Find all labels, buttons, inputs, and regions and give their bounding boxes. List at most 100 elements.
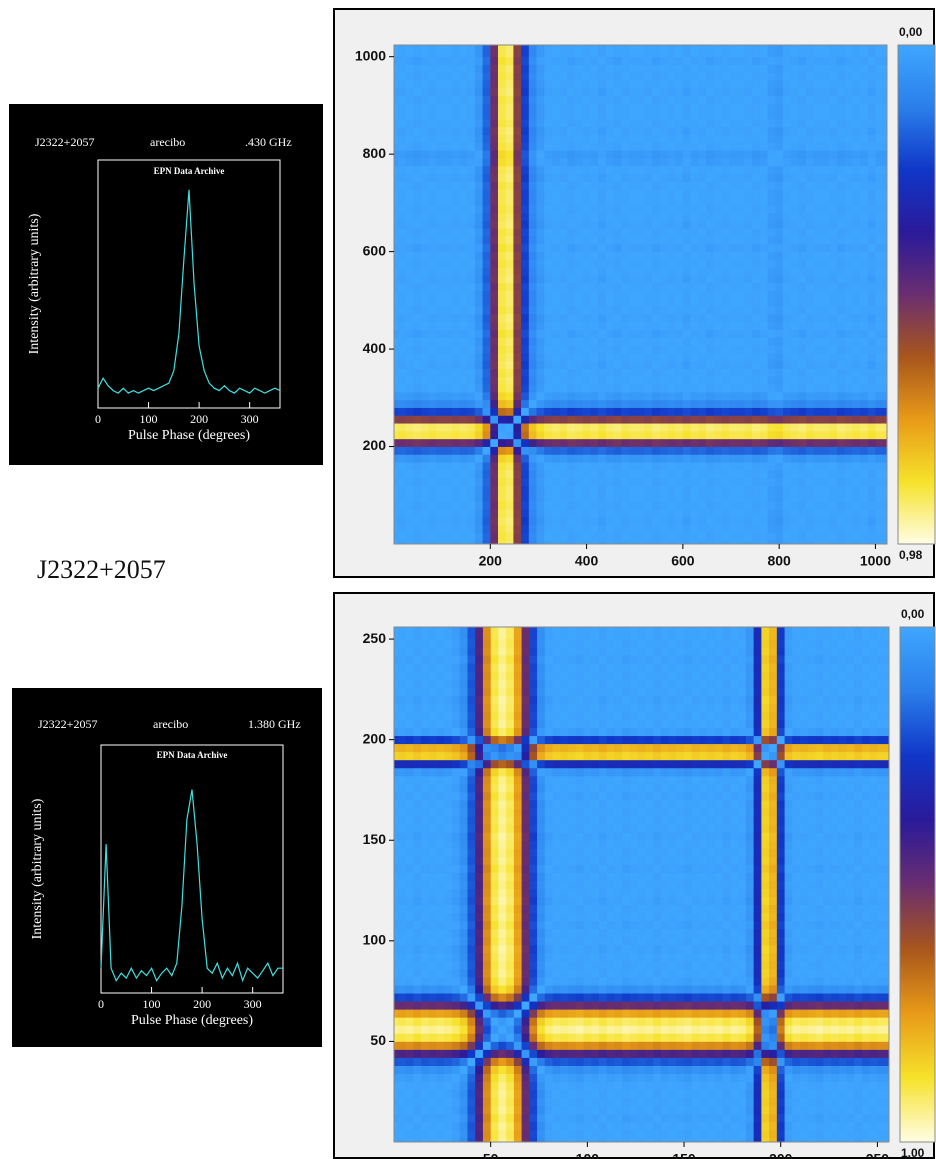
heatmap-cell (861, 1137, 871, 1142)
heatmap-cell (807, 1097, 816, 1107)
heatmap-cell (420, 329, 430, 338)
heatmap-cell (436, 501, 445, 510)
heatmap-cell (744, 243, 753, 253)
heatmap-cell (729, 119, 738, 128)
heatmap-cell (867, 111, 876, 120)
heatmap-cell (567, 64, 576, 73)
heatmap-cell (567, 516, 576, 525)
heatmap-cell (698, 368, 707, 377)
heatmap-cell (394, 532, 399, 541)
heatmap-cell (605, 298, 614, 307)
heatmap-cell (397, 1081, 406, 1091)
heatmap-cells (394, 627, 889, 1142)
heatmap-cell (783, 306, 792, 315)
heatmap-cell (660, 1097, 669, 1107)
heatmap-cell (769, 1065, 778, 1074)
heatmap-cell (575, 438, 584, 447)
heatmap-cell (606, 1097, 615, 1107)
heatmap-cell (482, 415, 491, 424)
heatmap-cell (783, 345, 792, 354)
heatmap-cell (829, 313, 838, 323)
heatmap-cell (498, 1105, 507, 1115)
heatmap-cell (729, 407, 738, 416)
heatmap-cell (767, 485, 776, 494)
heatmap-cell (451, 337, 460, 346)
heatmap-cell (551, 56, 561, 65)
heatmap-cell (590, 282, 599, 291)
heatmap-cell (836, 142, 846, 151)
heatmap-cell (729, 126, 738, 136)
heatmap-cell (467, 259, 476, 268)
heatmap-cell (844, 181, 853, 190)
heatmap-cell (883, 516, 887, 525)
heatmap-cell (394, 376, 399, 385)
heatmap-cell (636, 212, 645, 221)
heatmap-cell (736, 275, 745, 284)
heatmap-cell (459, 415, 468, 424)
heatmap-cell (852, 469, 861, 479)
heatmap-cell (394, 329, 399, 338)
heatmap-cell (838, 1137, 847, 1142)
heatmap-cell (752, 282, 761, 291)
heatmap-cell (474, 204, 483, 214)
heatmap-cell (482, 1065, 492, 1074)
heatmap-cell (860, 477, 869, 486)
heatmap-cell (844, 80, 853, 89)
heatmap-cell (775, 345, 784, 354)
heatmap-cell (860, 48, 869, 58)
heatmap-cell (436, 1113, 445, 1123)
heatmap-cell (459, 267, 468, 276)
heatmap-cell (451, 407, 460, 416)
heatmap-cell (459, 181, 468, 190)
heatmap-cell (836, 501, 846, 510)
heatmap-cell (821, 368, 830, 377)
heatmap-cell (722, 1081, 731, 1091)
heatmap-cell (605, 45, 614, 50)
heatmap-cell (467, 446, 476, 455)
heatmap-cell (551, 485, 561, 494)
heatmap-cell (497, 282, 507, 291)
heatmap-cell (652, 259, 661, 268)
heatmap-cell (713, 165, 722, 175)
heatmap-cell (690, 150, 699, 159)
heatmap-cell (497, 228, 507, 237)
heatmap-cell (459, 337, 468, 346)
heatmap-cell (821, 415, 830, 424)
heatmap-cell (690, 212, 699, 221)
heatmap-cell (821, 165, 830, 175)
heatmap-cell (705, 142, 715, 151)
heatmap-cell (444, 1121, 453, 1131)
heatmap-cell (821, 72, 830, 81)
heatmap-cell (790, 415, 799, 424)
heatmap-cell (798, 158, 807, 167)
heatmap-cell (567, 407, 576, 416)
heatmap-cell (644, 345, 653, 354)
heatmap-cell (667, 236, 676, 245)
heatmap-cell (852, 430, 861, 440)
y-tick-label: 1000 (355, 47, 386, 63)
heatmap-cell (621, 173, 630, 182)
heatmap-cell (521, 267, 530, 276)
heatmap-cell (783, 329, 792, 338)
heatmap-cell (668, 1073, 677, 1083)
heatmap-cell (551, 119, 561, 128)
heatmap-cell (798, 430, 807, 440)
heatmap-cell (769, 1097, 778, 1107)
heatmap-cell (721, 243, 730, 253)
heatmap-cell (867, 501, 876, 510)
heatmap-cell (744, 80, 753, 89)
heatmap-cell (613, 384, 622, 393)
heatmap-cell (667, 438, 676, 447)
heatmap-cell (759, 298, 768, 307)
heatmap-cell (875, 103, 884, 112)
heatmap-cell (482, 119, 491, 128)
heatmap-cell (467, 391, 476, 401)
heatmap-cell (675, 95, 684, 104)
heatmap-cell (767, 204, 776, 214)
heatmap-cell (883, 438, 887, 447)
heatmap-cell (459, 212, 468, 221)
heatmap-cell (513, 259, 522, 268)
heatmap-cell (551, 212, 561, 221)
heatmap-cell (682, 391, 691, 401)
heatmap-cell (459, 95, 468, 104)
